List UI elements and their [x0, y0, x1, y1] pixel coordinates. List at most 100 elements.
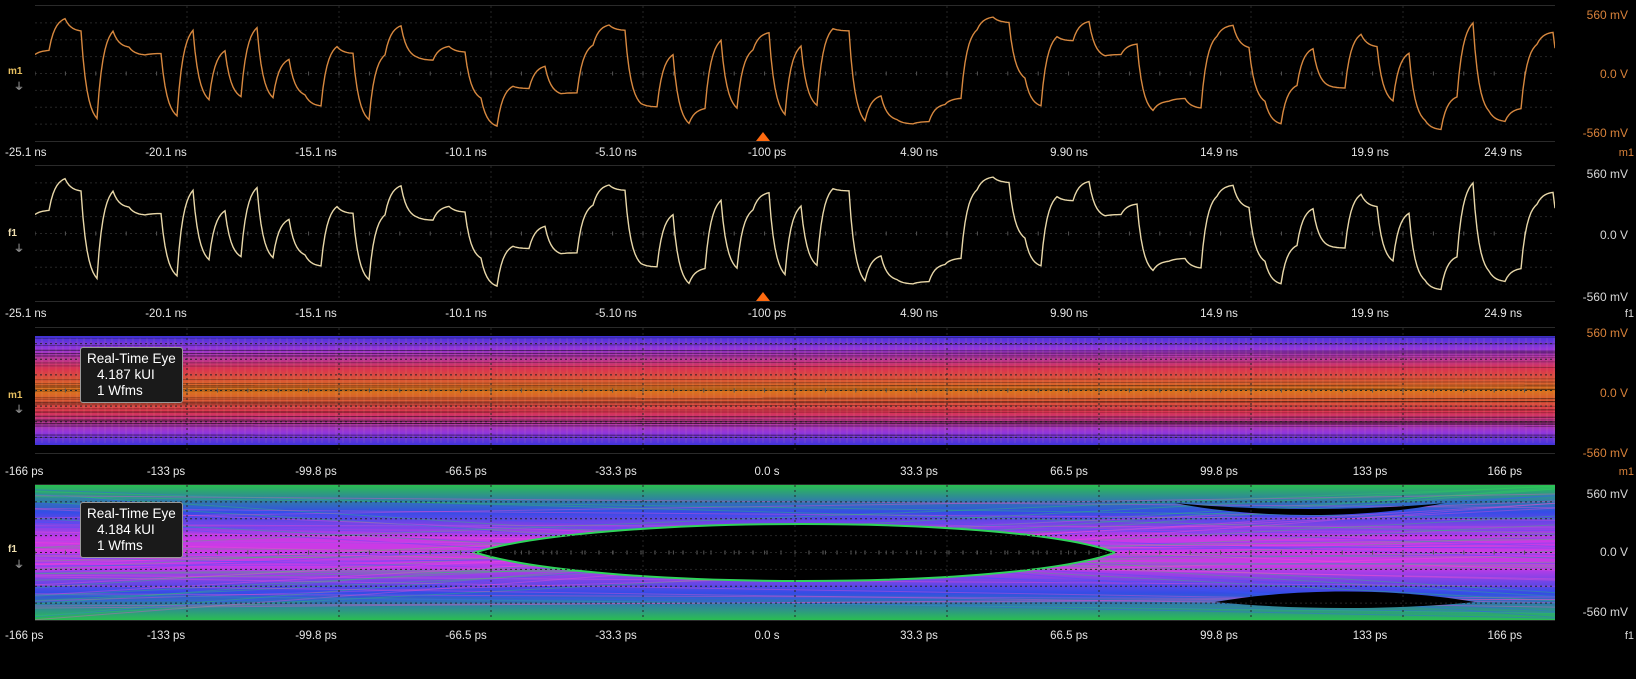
- eye-trace-line: [35, 415, 1555, 418]
- f1-eye-vmid-label: 0.0 V: [1599, 545, 1628, 559]
- m1-eye-plot: [35, 328, 1555, 453]
- eye-trace-line: [35, 401, 1555, 403]
- m1-vtop-label: 560 mV: [1586, 8, 1628, 22]
- f1-eye-channel-marker-icon[interactable]: f1: [8, 544, 17, 555]
- x-tick-label: 0.0 s: [754, 630, 780, 642]
- m1-waveform-plot: [35, 6, 1555, 141]
- x-tick-label: 99.8 ps: [1200, 630, 1238, 642]
- x-tick-label: -66.5 ps: [445, 466, 487, 478]
- m1-axis-tag: m1: [1618, 147, 1634, 159]
- m1-eye-ui-count: 4.187 kUI: [97, 367, 155, 382]
- x-tick-label: 133 ps: [1352, 466, 1388, 478]
- x-tick-label: -15.1 ns: [295, 308, 337, 320]
- ground-icon: ⏚: [14, 405, 24, 416]
- m1-waveform-panel[interactable]: [35, 5, 1555, 142]
- eye-trace-line: [35, 489, 1555, 547]
- f1-waveform-panel[interactable]: [35, 165, 1555, 302]
- x-tick-label: -5.10 ns: [595, 147, 637, 159]
- m1-eye-panel[interactable]: [35, 327, 1555, 454]
- m1-eye-x-axis: -166 ps -133 ps -99.8 ps -66.5 ps -33.3 ps 0.…: [0, 466, 1636, 482]
- eye-trace-line: [35, 361, 1555, 364]
- m1-vbot-label: -560 mV: [1582, 126, 1628, 140]
- x-tick-label: -166 ps: [5, 466, 44, 478]
- m1-eye-title: Real-Time Eye: [87, 351, 176, 366]
- waveform-trace: [35, 176, 1555, 291]
- x-tick-label: 33.3 ps: [900, 630, 938, 642]
- x-tick-label: 0.0 s: [754, 466, 780, 478]
- x-tick-label: 66.5 ps: [1050, 466, 1088, 478]
- f1-eye-axis-tag: f1: [1624, 630, 1634, 642]
- eye-trace-line: [35, 409, 1555, 413]
- x-tick-label: 99.8 ps: [1200, 466, 1238, 478]
- x-tick-label: -15.1 ns: [295, 147, 337, 159]
- x-tick-label: -100 ps: [747, 308, 787, 320]
- f1-vtop-label: 560 mV: [1586, 167, 1628, 181]
- f1-vmid-label: 0.0 V: [1599, 228, 1628, 242]
- f1-waveform-plot: [35, 166, 1555, 301]
- x-tick-label: -25.1 ns: [5, 147, 47, 159]
- eye-trace-line: [35, 365, 1555, 368]
- m1-waveform-x-axis: -25.1 ns -20.1 ns -15.1 ns -10.1 ns -5.10 ns…: [0, 147, 1636, 163]
- x-tick-label: -99.8 ps: [295, 466, 337, 478]
- eye-trace-line: [35, 425, 1555, 427]
- f1-eye-plot: [35, 485, 1555, 620]
- ground-icon: ⏚: [14, 244, 24, 255]
- x-tick-label: 4.90 ns: [900, 308, 938, 320]
- f1-eye-vbot-label: -560 mV: [1582, 605, 1628, 619]
- waveform-trace: [35, 16, 1555, 131]
- x-tick-label: -20.1 ns: [145, 147, 187, 159]
- trigger-marker-icon[interactable]: [756, 132, 770, 141]
- x-tick-label: -133 ps: [146, 466, 186, 478]
- eye-trace-line: [35, 424, 1555, 427]
- gridlines: [35, 6, 1555, 141]
- f1-eye-vtop-label: 560 mV: [1586, 487, 1628, 501]
- x-tick-label: -5.10 ns: [595, 308, 637, 320]
- gridlines: [35, 328, 1555, 453]
- f1-vbot-label: -560 mV: [1582, 290, 1628, 304]
- eye-trace-line: [35, 336, 1555, 339]
- eye-trace-line: [35, 381, 1555, 385]
- m1-vmid-label: 0.0 V: [1599, 67, 1628, 81]
- f1-eye-panel[interactable]: [35, 484, 1555, 621]
- m1-eye-info-box[interactable]: Real-Time Eye 4.187 kUI 1 Wfms: [80, 347, 183, 403]
- f1-eye-wfms-count: 1 Wfms: [97, 538, 143, 553]
- eye-trace-line: [35, 384, 1555, 387]
- ground-icon: ⏚: [14, 82, 24, 93]
- x-tick-label: 166 ps: [1487, 466, 1522, 478]
- eye-trace-line: [35, 434, 1555, 437]
- x-tick-label: -20.1 ns: [145, 308, 187, 320]
- x-tick-label: -166 ps: [5, 630, 44, 642]
- x-tick-label: 24.9 ns: [1484, 147, 1522, 159]
- f1-eye-title: Real-Time Eye: [87, 506, 176, 521]
- f1-channel-marker-icon[interactable]: f1: [8, 228, 17, 239]
- x-tick-label: 14.9 ns: [1200, 308, 1238, 320]
- eye-trace-line: [35, 401, 1555, 405]
- x-tick-label: -10.1 ns: [445, 147, 487, 159]
- eye-opening-lower: [1215, 591, 1475, 608]
- x-tick-label: -10.1 ns: [445, 308, 487, 320]
- eye-trace-line: [35, 491, 1555, 535]
- x-tick-label: 9.90 ns: [1050, 308, 1088, 320]
- trigger-marker-icon[interactable]: [756, 292, 770, 301]
- x-tick-label: 4.90 ns: [900, 147, 938, 159]
- m1-eye-vmid-label: 0.0 V: [1599, 386, 1628, 400]
- m1-channel-marker-icon[interactable]: m1: [8, 66, 23, 77]
- m1-eye-wfms-count: 1 Wfms: [97, 383, 143, 398]
- x-tick-label: -100 ps: [747, 147, 787, 159]
- x-tick-label: -33.3 ps: [595, 630, 637, 642]
- x-tick-label: -133 ps: [146, 630, 186, 642]
- x-tick-label: 166 ps: [1487, 630, 1522, 642]
- x-tick-label: 24.9 ns: [1484, 308, 1522, 320]
- m1-eye-vtop-label: 560 mV: [1586, 326, 1628, 340]
- m1-eye-channel-marker-icon[interactable]: m1: [8, 390, 23, 401]
- f1-eye-info-box[interactable]: Real-Time Eye 4.184 kUI 1 Wfms: [80, 502, 183, 558]
- x-tick-label: 66.5 ps: [1050, 630, 1088, 642]
- eye-opening-upper: [1175, 503, 1445, 515]
- x-tick-label: 133 ps: [1352, 630, 1388, 642]
- gridlines: [35, 485, 1555, 620]
- f1-eye-x-axis: -166 ps -133 ps -99.8 ps -66.5 ps -33.3 ps 0.…: [0, 630, 1636, 646]
- eye-trace-line: [35, 385, 1555, 387]
- x-tick-label: -66.5 ps: [445, 630, 487, 642]
- x-tick-label: -33.3 ps: [595, 466, 637, 478]
